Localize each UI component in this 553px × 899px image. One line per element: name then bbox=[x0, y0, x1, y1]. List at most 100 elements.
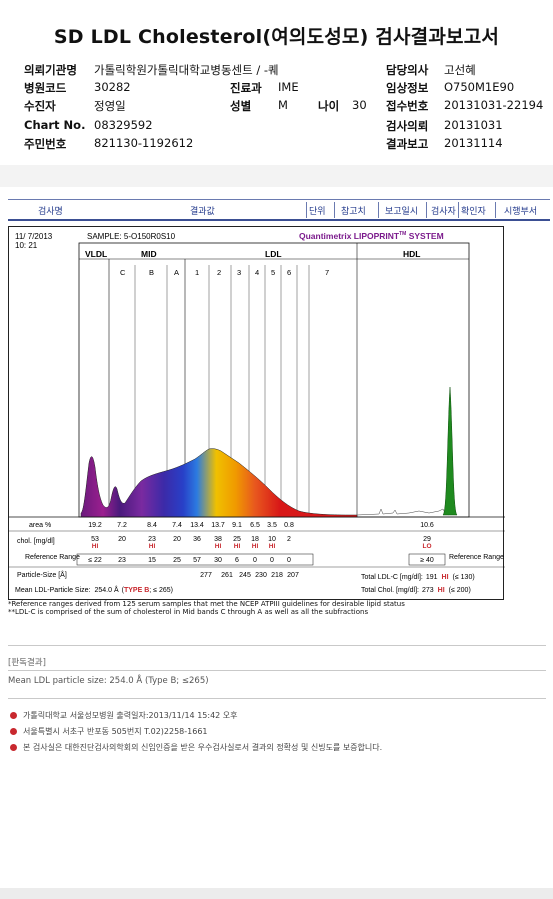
hdl-peak bbox=[442, 386, 458, 516]
group-mid: MID bbox=[141, 249, 157, 259]
col-report-date: 보고일시 bbox=[385, 207, 419, 217]
report-time: 10: 21 bbox=[15, 241, 38, 250]
area-value: 10.6 bbox=[420, 522, 434, 529]
footer-line: 가톨릭대학교 서울성모병원 출력일자:2013/11/14 15:42 오후 bbox=[10, 710, 238, 721]
band-c: C bbox=[120, 268, 126, 277]
baseline-noise bbox=[356, 508, 450, 516]
bullet-icon bbox=[10, 744, 17, 751]
chol-value: 29 bbox=[423, 536, 431, 543]
rrn-label: 주민번호 bbox=[24, 137, 67, 151]
flag-value: LO bbox=[422, 543, 431, 550]
section-gap bbox=[0, 165, 553, 187]
report-top: SD LDL Cholesterol(여의도성모) 검사결과보고서 의뢰기관명 … bbox=[0, 0, 553, 165]
result-label: 결과보고 bbox=[386, 137, 429, 151]
clinical-label: 임상정보 bbox=[386, 81, 429, 95]
area-value: 7.2 bbox=[117, 522, 127, 529]
area-value: 8.4 bbox=[147, 522, 157, 529]
divider bbox=[8, 670, 546, 671]
judgement-label: [판독결과] bbox=[8, 658, 46, 668]
bullet-icon bbox=[10, 712, 17, 719]
band-5: 5 bbox=[271, 268, 275, 277]
area-value: 13.7 bbox=[211, 522, 225, 529]
result-table-header: 검사명 결과값 단위 참고치 보고일시 검사자 확인자 시행부서 bbox=[8, 199, 550, 221]
lipoprint-chart: 11/ 7/2013 10: 21 SAMPLE: 5-O150R0S10 Qu… bbox=[9, 231, 505, 594]
divider bbox=[8, 645, 546, 646]
ref-row: ≤ 22 23 15 25 57 30 6 0 0 0 ≥ 40 bbox=[88, 557, 434, 564]
area-value: 6.5 bbox=[250, 522, 260, 529]
ref-value: ≤ 22 bbox=[88, 557, 102, 564]
chol-value: 38 bbox=[214, 536, 222, 543]
chart-frame bbox=[78, 242, 470, 518]
particle-value: 230 bbox=[255, 572, 267, 579]
chol-value: 18 bbox=[251, 536, 259, 543]
col-divider bbox=[495, 202, 496, 218]
flag-value: HI bbox=[269, 543, 276, 550]
chol-value: 10 bbox=[268, 536, 276, 543]
ref-label: Reference Range bbox=[25, 554, 80, 561]
hospital-code-label: 병원코드 bbox=[24, 81, 67, 95]
ref-value: 15 bbox=[148, 557, 156, 564]
ref-value: 30 bbox=[214, 557, 222, 564]
band-a: A bbox=[174, 268, 179, 277]
col-tester: 검사자 bbox=[431, 207, 456, 217]
ref-value: 0 bbox=[253, 557, 257, 564]
particle-value: 277 bbox=[200, 572, 212, 579]
flag-value: HI bbox=[234, 543, 241, 550]
institution-value: 가톨릭학원가톨릭대학교병동센트 / -퀘 bbox=[94, 63, 279, 77]
mean-ldl: Mean LDL-Particle Size: 254.0 Å (TYPE B; ≤… bbox=[15, 585, 173, 594]
chart-label: Chart No. bbox=[24, 118, 86, 132]
receiver-value: 정영일 bbox=[94, 99, 126, 113]
total-ldl: Total LDL-C [mg/dl]: 191 HI (≤ 130) bbox=[361, 574, 475, 581]
lipoprint-trace bbox=[80, 448, 358, 518]
particle-label: Particle-Size [Å] bbox=[17, 570, 67, 579]
result-value: 20131114 bbox=[444, 136, 503, 150]
ref-value: 57 bbox=[193, 557, 201, 564]
ref-label-right: Reference Range bbox=[449, 554, 504, 561]
chol-value: 20 bbox=[173, 536, 181, 543]
institution-label: 의뢰기관명 bbox=[24, 63, 77, 77]
receiver-label: 수진자 bbox=[24, 99, 56, 113]
note-line: *Reference ranges derived from 125 serum… bbox=[8, 600, 405, 608]
particle-value: 218 bbox=[271, 572, 283, 579]
particle-value: 207 bbox=[287, 572, 299, 579]
flag-row: HI HI HI HI HI HI LO bbox=[92, 543, 432, 550]
report-date: 11/ 7/2013 bbox=[15, 232, 53, 241]
band-b: B bbox=[149, 268, 154, 277]
total-chol: Total Chol. [mg/dl]: 273 HI (≤ 200) bbox=[361, 587, 471, 594]
chol-value: 23 bbox=[148, 536, 156, 543]
clinical-value: O750M1E90 bbox=[444, 80, 515, 94]
particle-value: 245 bbox=[239, 572, 251, 579]
area-value: 9.1 bbox=[232, 522, 242, 529]
page-bottom bbox=[0, 888, 553, 899]
col-divider bbox=[426, 202, 427, 218]
chol-value: 36 bbox=[193, 536, 201, 543]
brand-name: Quantimetrix LIPOPRINTTM SYSTEM bbox=[299, 231, 444, 241]
col-test-name: 검사명 bbox=[38, 207, 63, 217]
chart-value: 08329592 bbox=[94, 118, 153, 132]
col-department: 시행부서 bbox=[504, 207, 538, 217]
judgement-text: Mean LDL particle size: 254.0 Å (Type B;… bbox=[8, 676, 209, 686]
area-value: 7.4 bbox=[172, 522, 182, 529]
area-value: 3.5 bbox=[267, 522, 277, 529]
col-confirmer: 확인자 bbox=[461, 207, 486, 217]
ref-value: 6 bbox=[235, 557, 239, 564]
sex-label: 성별 bbox=[230, 99, 252, 113]
area-value: 0.8 bbox=[284, 522, 294, 529]
divider bbox=[8, 698, 546, 699]
flag-value: HI bbox=[149, 543, 156, 550]
chol-value: 25 bbox=[233, 536, 241, 543]
ref-box-hdl bbox=[408, 553, 446, 566]
chol-value: 2 bbox=[287, 536, 291, 543]
area-row: 19.2 7.2 8.4 7.4 13.4 13.7 9.1 6.5 3.5 0.8 10.6 bbox=[88, 522, 434, 529]
lipoprint-report: 11/ 7/2013 10: 21 SAMPLE: 5-O150R0S10 Qu… bbox=[8, 226, 505, 600]
area-label: area % bbox=[29, 522, 51, 529]
ref-value: 0 bbox=[287, 557, 291, 564]
band-4: 4 bbox=[255, 268, 259, 277]
note-line: **LDL-C is comprised of the sum of chole… bbox=[8, 608, 369, 616]
band-1: 1 bbox=[195, 268, 199, 277]
ref-value: 0 bbox=[270, 557, 274, 564]
receipt-label: 접수번호 bbox=[386, 99, 429, 113]
group-hdl: HDL bbox=[403, 249, 420, 259]
ref-value: ≥ 40 bbox=[420, 557, 434, 564]
ref-value: 25 bbox=[173, 557, 181, 564]
